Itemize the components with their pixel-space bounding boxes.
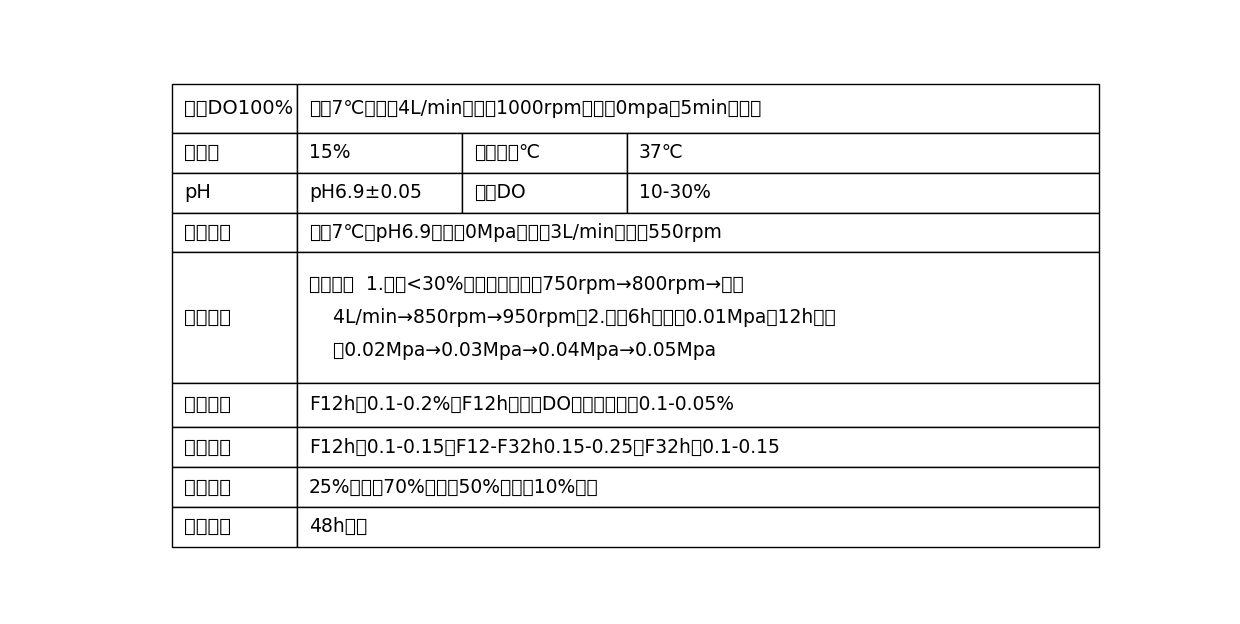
Bar [298, 173, 463, 213]
Text: 全程控制: 全程控制 [184, 308, 231, 327]
Bar [298, 84, 1099, 133]
Bar [627, 173, 1099, 213]
Bar [172, 383, 298, 427]
Text: 初始条件: 初始条件 [184, 223, 231, 242]
Text: 培养温度℃: 培养温度℃ [474, 144, 539, 162]
Bar [172, 213, 298, 253]
Text: 25%氨水、70%浓糖、50%硫铵、10%泡敢: 25%氨水、70%浓糖、50%硫铵、10%泡敢 [309, 477, 599, 497]
Bar [172, 507, 298, 547]
Bar [172, 133, 298, 173]
Text: 氨氮控制: 氨氮控制 [184, 437, 231, 457]
Text: 接种量: 接种量 [184, 144, 219, 162]
Text: 残糖控制: 残糖控制 [184, 396, 231, 414]
Bar [298, 133, 463, 173]
Bar [298, 467, 1099, 507]
Text: pH: pH [184, 183, 211, 202]
Text: pH6.9±0.05: pH6.9±0.05 [309, 183, 422, 202]
Text: 温剣7℃、风量4L/min、转速1000rpm、罐压0mpa，5min后标定: 温剣7℃、风量4L/min、转速1000rpm、罐压0mpa，5min后标定 [309, 99, 761, 118]
Bar [172, 173, 298, 213]
Bar [298, 253, 1099, 383]
Text: 溶氧DO: 溶氧DO [474, 183, 526, 202]
Bar [172, 253, 298, 383]
Text: 流加物料: 流加物料 [184, 477, 231, 497]
Bar [172, 427, 298, 467]
Text: F12h前0.1-0.2%；F12h后结合DO要求控制残糖0.1-0.05%: F12h前0.1-0.2%；F12h后结合DO要求控制残糖0.1-0.05% [309, 396, 734, 414]
Bar [627, 133, 1099, 173]
Bar [298, 213, 1099, 253]
Text: 发酫周期: 发酫周期 [184, 517, 231, 536]
Text: 10-30%: 10-30% [639, 183, 711, 202]
Text: 15%: 15% [309, 144, 351, 162]
Text: 全程控制  1.溶氧<30%时，依次提转速750rpm→800rpm→风量: 全程控制 1.溶氧<30%时，依次提转速750rpm→800rpm→风量 [309, 275, 744, 295]
Text: 37℃: 37℃ [639, 144, 683, 162]
Text: F12h前0.1-0.15；F12-F32h0.15-0.25；F32h后0.1-0.15: F12h前0.1-0.15；F12-F32h0.15-0.25；F32h后0.1… [309, 437, 780, 457]
Bar [463, 133, 627, 173]
Bar [172, 84, 298, 133]
Text: 温剣7℃、pH6.9、罐压0Mpa、风量3L/min、转速550rpm: 温剣7℃、pH6.9、罐压0Mpa、风量3L/min、转速550rpm [309, 223, 722, 242]
Bar [172, 467, 298, 507]
Bar [298, 383, 1099, 427]
Text: 压0.02Mpa→0.03Mpa→0.04Mpa→0.05Mpa: 压0.02Mpa→0.03Mpa→0.04Mpa→0.05Mpa [309, 341, 715, 359]
Bar [298, 427, 1099, 467]
Text: 48h左右: 48h左右 [309, 517, 367, 536]
Bar [298, 507, 1099, 547]
Bar [463, 173, 627, 213]
Text: 4L/min→850rpm→950rpm；2.发酫6h提罐压0.01Mpa；12h提罐: 4L/min→850rpm→950rpm；2.发酫6h提罐压0.01Mpa；12… [309, 308, 836, 327]
Text: 校正DO100%: 校正DO100% [184, 99, 293, 118]
